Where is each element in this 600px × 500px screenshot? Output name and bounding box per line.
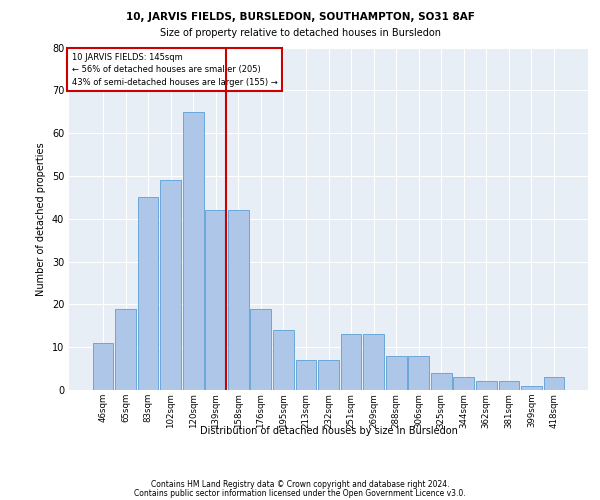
Text: 10, JARVIS FIELDS, BURSLEDON, SOUTHAMPTON, SO31 8AF: 10, JARVIS FIELDS, BURSLEDON, SOUTHAMPTO…	[125, 12, 475, 22]
Bar	[160, 180, 181, 390]
Bar	[228, 210, 248, 390]
Y-axis label: Number of detached properties: Number of detached properties	[36, 142, 46, 296]
Bar	[137, 198, 158, 390]
Bar	[476, 382, 497, 390]
Bar	[544, 377, 565, 390]
Bar	[115, 308, 136, 390]
Text: Contains HM Land Registry data © Crown copyright and database right 2024.: Contains HM Land Registry data © Crown c…	[151, 480, 449, 489]
Bar	[431, 373, 452, 390]
Bar	[92, 343, 113, 390]
Bar	[318, 360, 339, 390]
Text: 10 JARVIS FIELDS: 145sqm
← 56% of detached houses are smaller (205)
43% of semi-: 10 JARVIS FIELDS: 145sqm ← 56% of detach…	[71, 52, 277, 86]
Text: Contains public sector information licensed under the Open Government Licence v3: Contains public sector information licen…	[134, 489, 466, 498]
Bar	[250, 308, 271, 390]
Bar	[273, 330, 294, 390]
Text: Size of property relative to detached houses in Bursledon: Size of property relative to detached ho…	[160, 28, 440, 38]
Bar	[296, 360, 316, 390]
Bar	[363, 334, 384, 390]
Bar	[499, 382, 520, 390]
Bar	[386, 356, 407, 390]
Text: Distribution of detached houses by size in Bursledon: Distribution of detached houses by size …	[200, 426, 458, 436]
Bar	[409, 356, 429, 390]
Bar	[341, 334, 361, 390]
Bar	[183, 112, 203, 390]
Bar	[454, 377, 474, 390]
Bar	[205, 210, 226, 390]
Bar	[521, 386, 542, 390]
